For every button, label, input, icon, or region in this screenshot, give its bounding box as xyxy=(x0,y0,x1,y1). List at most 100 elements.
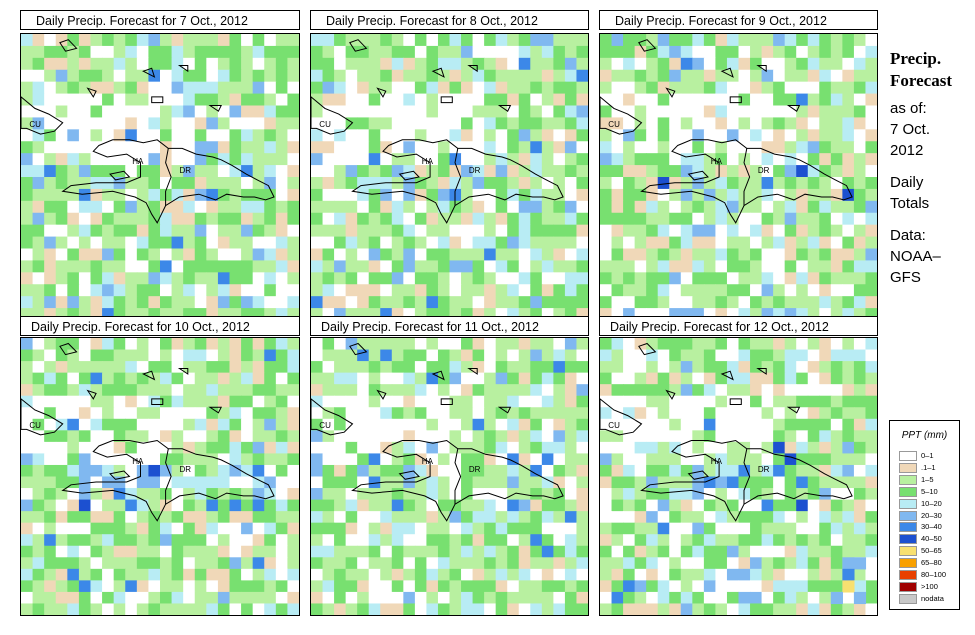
precip-cell xyxy=(461,361,474,374)
precip-cell xyxy=(171,418,184,431)
precip-cell xyxy=(553,57,566,71)
precip-cell xyxy=(646,395,659,408)
precip-cell xyxy=(206,476,219,489)
precip-cell xyxy=(357,418,370,431)
precip-cell xyxy=(345,177,358,190)
precip-cell xyxy=(311,418,324,431)
precip-cell xyxy=(229,177,242,190)
precip-cell xyxy=(623,188,636,202)
precip-cell xyxy=(518,430,531,443)
precip-cell xyxy=(78,308,92,320)
precip-cell xyxy=(564,212,578,226)
legend-label: >100 xyxy=(921,581,938,591)
precip-cell xyxy=(761,57,774,71)
precip-cell xyxy=(773,81,786,95)
precip-cell xyxy=(865,308,877,320)
precip-cell xyxy=(171,430,184,443)
precip-cell xyxy=(67,81,80,95)
precip-cell xyxy=(842,545,855,558)
precip-cell xyxy=(113,165,126,178)
precip-cell xyxy=(136,34,150,47)
precip-cell xyxy=(738,69,751,83)
bahamas-coastline xyxy=(786,406,801,414)
precip-cell xyxy=(750,395,763,408)
precip-cell xyxy=(113,284,126,297)
precip-cell xyxy=(484,580,497,593)
precip-cell xyxy=(403,557,416,570)
precip-cell xyxy=(171,153,184,166)
precip-cell xyxy=(437,260,451,273)
precip-cell xyxy=(611,81,624,95)
precip-cell xyxy=(530,45,543,59)
precip-cell xyxy=(183,407,196,420)
precip-cell xyxy=(553,117,566,130)
precip-cell xyxy=(600,188,613,202)
precip-cell xyxy=(830,296,843,309)
precip-cell xyxy=(853,534,867,547)
precip-cell xyxy=(576,511,588,524)
precip-cell xyxy=(183,349,196,362)
precip-cell xyxy=(449,129,462,142)
precip-cell xyxy=(518,384,531,397)
precip-cell xyxy=(102,545,115,558)
precip-cell xyxy=(252,81,265,95)
precip-cell xyxy=(160,384,173,397)
precip-cell xyxy=(403,296,416,309)
precip-cell xyxy=(102,372,115,385)
precip-cell xyxy=(738,236,751,250)
precip-cell xyxy=(865,177,877,190)
precip-cell xyxy=(90,430,103,443)
precip-cell xyxy=(426,177,439,190)
precip-cell xyxy=(102,57,115,71)
precip-cell xyxy=(102,488,115,501)
precip-cell xyxy=(55,165,68,178)
precip-cell xyxy=(680,129,693,142)
precip-cell xyxy=(715,141,728,154)
precip-cell xyxy=(576,284,588,297)
precip-cell xyxy=(414,395,428,408)
precip-cell xyxy=(391,93,404,107)
precip-cell xyxy=(819,153,832,166)
precip-cell xyxy=(669,177,682,190)
precip-cell xyxy=(437,361,451,374)
precip-cell xyxy=(206,568,219,581)
precip-cell xyxy=(241,418,254,431)
precip-cell xyxy=(437,464,451,478)
precip-cell xyxy=(507,384,520,397)
precip-cell xyxy=(414,464,428,478)
precip-cell xyxy=(853,188,867,202)
precip-cell xyxy=(171,361,184,374)
precip-cell xyxy=(853,511,867,524)
precip-cell xyxy=(125,557,138,570)
precip-cell xyxy=(553,284,566,297)
precip-cell xyxy=(634,499,647,512)
precip-cell xyxy=(530,476,543,489)
precip-cell xyxy=(865,212,877,226)
precip-cell xyxy=(472,165,485,178)
precip-cell xyxy=(345,296,358,309)
precip-cell xyxy=(194,453,207,466)
precip-cell xyxy=(657,188,670,202)
precip-cell xyxy=(796,165,809,178)
precip-cell xyxy=(449,557,462,570)
precip-cell xyxy=(865,129,877,142)
precip-cell xyxy=(217,591,231,605)
precip-cell xyxy=(495,260,508,273)
precip-cell xyxy=(90,200,103,214)
precip-cell xyxy=(426,212,439,226)
precip-cell xyxy=(784,603,797,615)
precip-cell xyxy=(391,511,404,524)
precip-cell xyxy=(217,464,231,478)
precip-cell xyxy=(530,272,543,285)
precip-cell xyxy=(334,141,347,154)
precip-cell xyxy=(495,129,508,142)
precip-cell xyxy=(380,407,393,420)
precip-cell xyxy=(32,384,45,397)
precip-cell xyxy=(311,545,324,558)
precip-cell xyxy=(773,212,786,226)
bahamas-coastline xyxy=(729,398,742,405)
precip-cell xyxy=(646,453,659,466)
precip-cell xyxy=(796,308,809,320)
precip-cell xyxy=(334,177,347,190)
precip-cell xyxy=(160,418,173,431)
